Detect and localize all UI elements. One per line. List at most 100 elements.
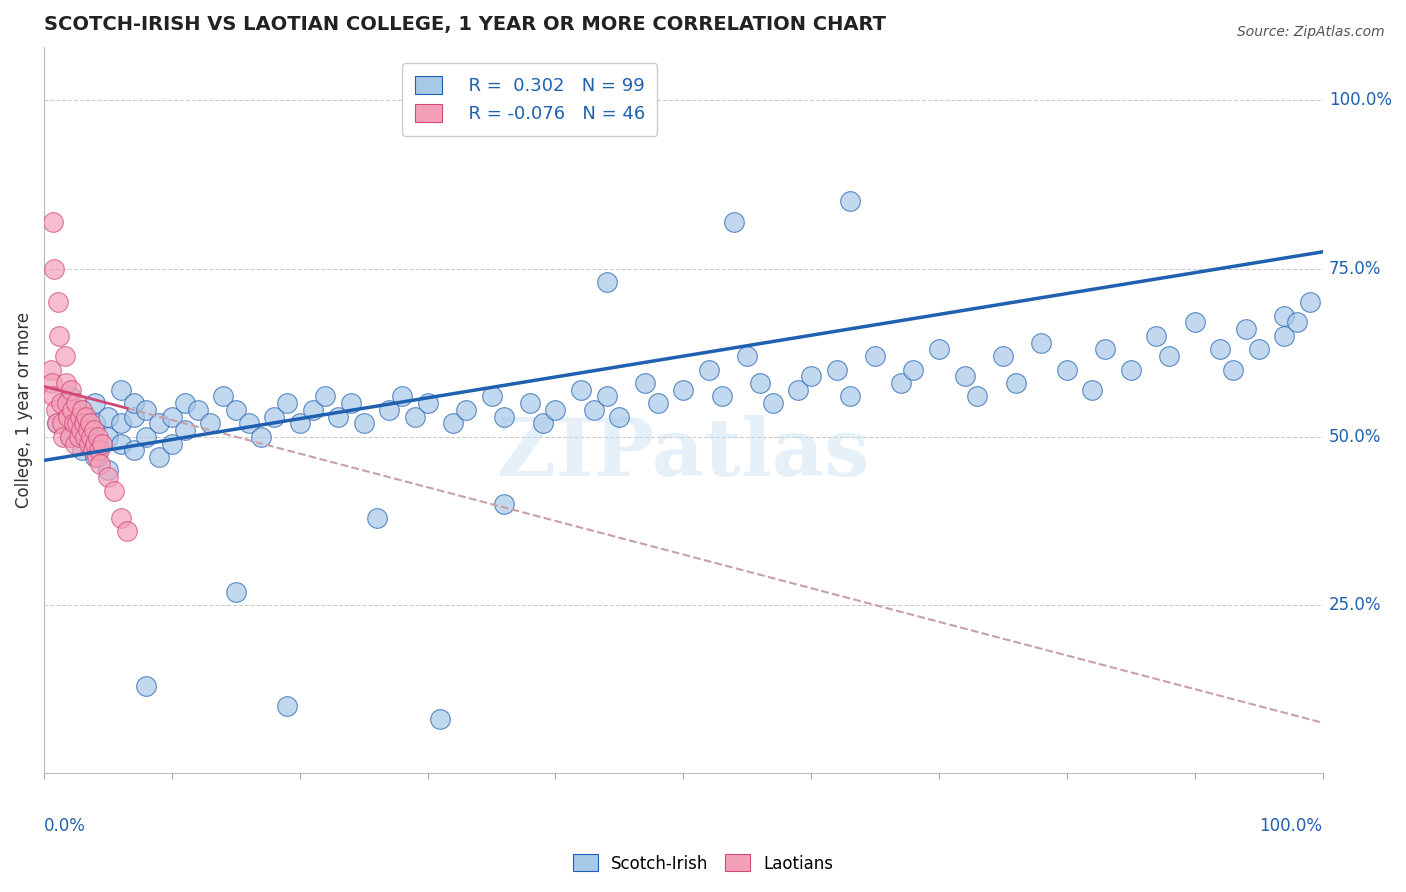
Point <box>160 436 183 450</box>
Point <box>122 443 145 458</box>
Point <box>634 376 657 390</box>
Point <box>391 389 413 403</box>
Point <box>148 417 170 431</box>
Point <box>45 417 67 431</box>
Point <box>72 443 94 458</box>
Point <box>735 349 758 363</box>
Point <box>1209 343 1232 357</box>
Point <box>46 295 69 310</box>
Point <box>75 409 97 424</box>
Text: ZIPatlas: ZIPatlas <box>498 415 869 492</box>
Point <box>762 396 785 410</box>
Point <box>110 436 132 450</box>
Point <box>429 712 451 726</box>
Point <box>263 409 285 424</box>
Point <box>55 376 77 390</box>
Point <box>84 436 107 450</box>
Point <box>42 214 65 228</box>
Point <box>494 497 516 511</box>
Point <box>595 275 617 289</box>
Point <box>53 349 76 363</box>
Point <box>723 214 745 228</box>
Point <box>115 524 138 538</box>
Point <box>97 470 120 484</box>
Point <box>647 396 669 410</box>
Text: SCOTCH-IRISH VS LAOTIAN COLLEGE, 1 YEAR OR MORE CORRELATION CHART: SCOTCH-IRISH VS LAOTIAN COLLEGE, 1 YEAR … <box>44 15 886 34</box>
Point <box>1094 343 1116 357</box>
Point <box>903 362 925 376</box>
Point <box>173 396 195 410</box>
Text: 0.0%: 0.0% <box>44 817 86 835</box>
Point <box>1031 335 1053 350</box>
Point <box>340 396 363 410</box>
Point <box>1159 349 1181 363</box>
Point <box>79 417 101 431</box>
Point <box>42 389 65 403</box>
Point <box>404 409 426 424</box>
Point <box>67 430 90 444</box>
Point <box>160 409 183 424</box>
Text: Source: ZipAtlas.com: Source: ZipAtlas.com <box>1237 25 1385 39</box>
Point <box>749 376 772 390</box>
Point <box>1222 362 1244 376</box>
Point <box>148 450 170 464</box>
Point <box>122 396 145 410</box>
Point <box>276 698 298 713</box>
Point <box>59 430 82 444</box>
Point <box>1081 383 1104 397</box>
Point <box>59 389 82 403</box>
Point <box>1299 295 1322 310</box>
Point <box>63 436 86 450</box>
Point <box>991 349 1014 363</box>
Point <box>76 423 98 437</box>
Point <box>70 423 93 437</box>
Point <box>59 430 82 444</box>
Point <box>838 194 860 209</box>
Point <box>531 417 554 431</box>
Point <box>52 430 75 444</box>
Point <box>838 389 860 403</box>
Point <box>135 430 157 444</box>
Point <box>1056 362 1078 376</box>
Point <box>86 450 108 464</box>
Point <box>1272 309 1295 323</box>
Point <box>97 463 120 477</box>
Point <box>48 329 70 343</box>
Point <box>582 403 605 417</box>
Point <box>378 403 401 417</box>
Point <box>84 417 107 431</box>
Point <box>481 389 503 403</box>
Text: 100.0%: 100.0% <box>1260 817 1323 835</box>
Point <box>73 430 96 444</box>
Point <box>110 417 132 431</box>
Point <box>276 396 298 410</box>
Point <box>84 450 107 464</box>
Point <box>103 483 125 498</box>
Point <box>87 430 110 444</box>
Point <box>697 362 720 376</box>
Point <box>77 436 100 450</box>
Point <box>1247 343 1270 357</box>
Point <box>366 510 388 524</box>
Point <box>1285 316 1308 330</box>
Point <box>97 409 120 424</box>
Point <box>1272 329 1295 343</box>
Point <box>135 679 157 693</box>
Point <box>454 403 477 417</box>
Point <box>200 417 222 431</box>
Point <box>84 396 107 410</box>
Point <box>1119 362 1142 376</box>
Point <box>966 389 988 403</box>
Point <box>44 261 66 276</box>
Point <box>494 409 516 424</box>
Point <box>288 417 311 431</box>
Point <box>609 409 631 424</box>
Point <box>353 417 375 431</box>
Point <box>238 417 260 431</box>
Point <box>83 423 105 437</box>
Point <box>58 409 80 424</box>
Point <box>710 389 733 403</box>
Point <box>569 383 592 397</box>
Text: 25.0%: 25.0% <box>1329 596 1382 614</box>
Point <box>800 369 823 384</box>
